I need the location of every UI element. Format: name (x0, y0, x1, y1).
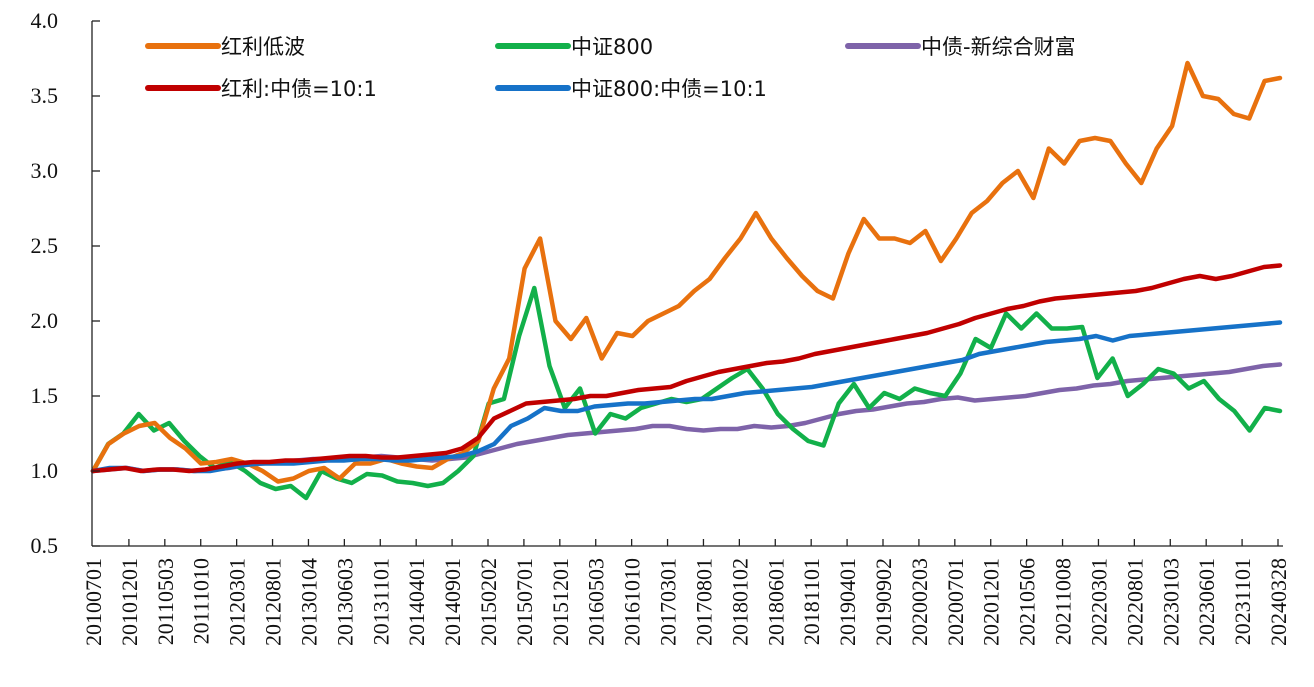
y-tick-label: 0.5 (31, 533, 59, 558)
y-tick-label: 2.0 (31, 308, 59, 333)
legend-item: 中证800:中债=10:1 (495, 77, 767, 101)
legend-label: 红利:中债=10:1 (221, 77, 377, 101)
x-tick-label: 20120301 (225, 558, 250, 646)
x-tick-label: 20190401 (835, 558, 860, 646)
x-tick-label: 20211008 (1051, 558, 1076, 645)
x-tick-label: 20160503 (584, 558, 609, 646)
series-line-1 (90, 285, 1283, 501)
legend-label: 中证800 (571, 35, 653, 59)
legend-label: 中债-新综合财富 (921, 35, 1076, 59)
x-tick-label: 20230103 (1158, 558, 1183, 646)
x-tick-label: 20111010 (189, 558, 214, 644)
x-tick-label: 20100701 (81, 558, 106, 646)
y-tick-label: 1.5 (31, 383, 59, 408)
x-tick-label: 20210506 (1015, 558, 1040, 646)
x-tick-label: 20150202 (476, 558, 501, 646)
x-tick-label: 20130104 (296, 558, 321, 646)
legend-item: 中债-新综合财富 (845, 35, 1076, 59)
x-tick-label: 20220301 (1086, 558, 1111, 646)
x-tick-label: 20200701 (943, 558, 968, 646)
legend-item: 红利:中债=10:1 (145, 77, 377, 101)
x-tick-label: 20170301 (656, 558, 681, 646)
y-ticks: 0.5 1.0 1.5 2.0 2.5 3.0 3.5 4.0 (31, 8, 100, 558)
x-tick-label: 20200203 (907, 558, 932, 646)
legend-label: 中证800:中债=10:1 (571, 77, 767, 101)
x-tick-label: 20170801 (691, 558, 716, 646)
legend-item: 中证800 (495, 35, 653, 59)
x-tick-label: 20130603 (332, 558, 357, 646)
x-tick-label: 20151201 (548, 558, 573, 646)
y-tick-label: 2.5 (31, 233, 59, 258)
y-tick-label: 4.0 (31, 8, 59, 33)
y-tick-label: 3.5 (31, 83, 59, 108)
x-tick-label: 20150701 (512, 558, 537, 646)
x-tick-label: 20181101 (799, 558, 824, 645)
x-tick-label: 20190902 (871, 558, 896, 646)
x-tick-label: 20220801 (1122, 558, 1147, 646)
x-tick-label: 20240328 (1266, 558, 1291, 646)
axes-layer (91, 21, 1283, 547)
x-tick-label: 20230601 (1194, 558, 1219, 646)
legend-label: 红利低波 (221, 35, 305, 59)
legend-item: 红利低波 (145, 35, 305, 59)
x-tick-label: 20140401 (404, 558, 429, 646)
x-tick-label: 20161010 (620, 558, 645, 646)
series-line-4 (90, 320, 1283, 474)
x-tick-label: 20120801 (261, 558, 286, 646)
x-tick-label: 20110503 (153, 558, 178, 645)
x-tick-label: 20180601 (763, 558, 788, 646)
series-layer (90, 60, 1283, 501)
x-ticks: 20100701 20101201 20110503 20111010 20120301… (81, 539, 1291, 646)
x-tick-label: 20231101 (1230, 558, 1255, 645)
series-line-0 (90, 60, 1283, 484)
y-tick-label: 1.0 (31, 458, 59, 483)
x-tick-label: 20131101 (368, 558, 393, 645)
x-tick-label: 20140901 (440, 558, 465, 646)
x-tick-label: 20101201 (117, 558, 142, 646)
x-tick-label: 20201201 (979, 558, 1004, 646)
x-tick-label: 20180102 (727, 558, 752, 646)
y-tick-label: 3.0 (31, 158, 59, 183)
series-line-3 (90, 263, 1283, 474)
